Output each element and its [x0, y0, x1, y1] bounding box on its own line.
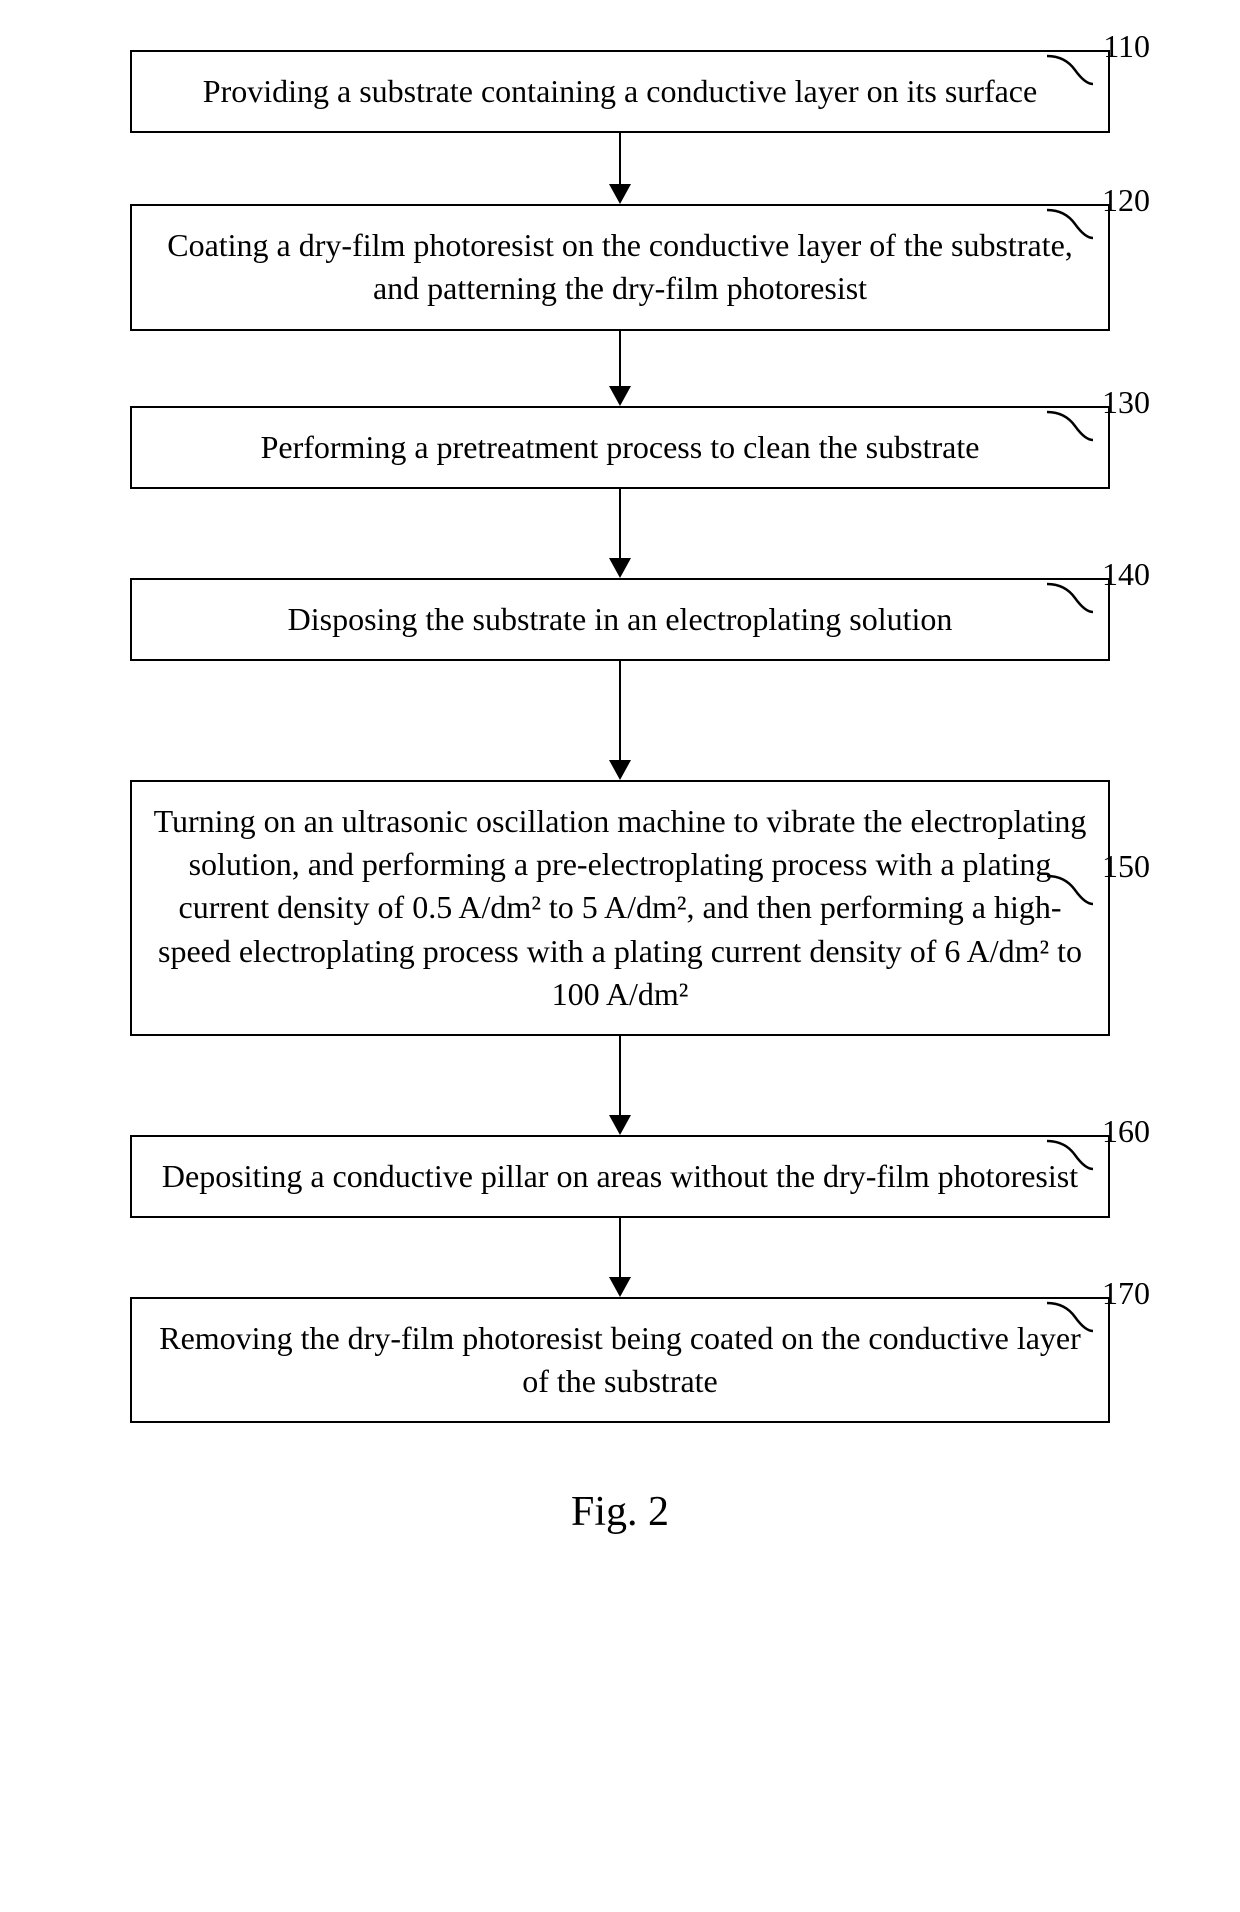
step-label-160: 160 [1102, 1113, 1150, 1150]
flowchart-container: 110 Providing a substrate containing a c… [60, 50, 1180, 1536]
step-box-130: Performing a pretreatment process to cle… [130, 406, 1110, 489]
step-label-140: 140 [1102, 556, 1150, 593]
step-row-130: 130 Performing a pretreatment process to… [60, 406, 1180, 489]
arrow-110-120 [609, 133, 631, 204]
step-box-140: Disposing the substrate in an electropla… [130, 578, 1110, 661]
step-row-160: 160 Depositing a conductive pillar on ar… [60, 1135, 1180, 1218]
leader-curve [1045, 1301, 1095, 1333]
step-label-150: 150 [1102, 848, 1150, 885]
leader-curve [1045, 410, 1095, 442]
step-row-150: 150 Turning on an ultrasonic oscillation… [60, 780, 1180, 1036]
arrow-120-130 [609, 331, 631, 406]
step-box-120: Coating a dry-film photoresist on the co… [130, 204, 1110, 330]
leader-curve [1045, 54, 1095, 86]
step-row-120: 120 Coating a dry-film photoresist on th… [60, 204, 1180, 330]
step-box-160: Depositing a conductive pillar on areas … [130, 1135, 1110, 1218]
step-label-120: 120 [1102, 182, 1150, 219]
step-box-110: Providing a substrate containing a condu… [130, 50, 1110, 133]
arrow-140-150 [609, 661, 631, 780]
step-box-170: Removing the dry-film photoresist being … [130, 1297, 1110, 1423]
leader-curve [1045, 1139, 1095, 1171]
step-row-110: 110 Providing a substrate containing a c… [60, 50, 1180, 133]
leader-curve [1045, 208, 1095, 240]
leader-curve [1045, 874, 1095, 906]
arrow-130-140 [609, 489, 631, 578]
step-box-150: Turning on an ultrasonic oscillation mac… [130, 780, 1110, 1036]
step-label-130: 130 [1102, 384, 1150, 421]
arrow-150-160 [609, 1036, 631, 1135]
arrow-160-170 [609, 1218, 631, 1297]
step-label-170: 170 [1102, 1275, 1150, 1312]
step-row-170: 170 Removing the dry-film photoresist be… [60, 1297, 1180, 1423]
figure-caption: Fig. 2 [571, 1488, 669, 1536]
step-label-110: 110 [1103, 28, 1150, 65]
step-row-140: 140 Disposing the substrate in an electr… [60, 578, 1180, 661]
leader-curve [1045, 582, 1095, 614]
